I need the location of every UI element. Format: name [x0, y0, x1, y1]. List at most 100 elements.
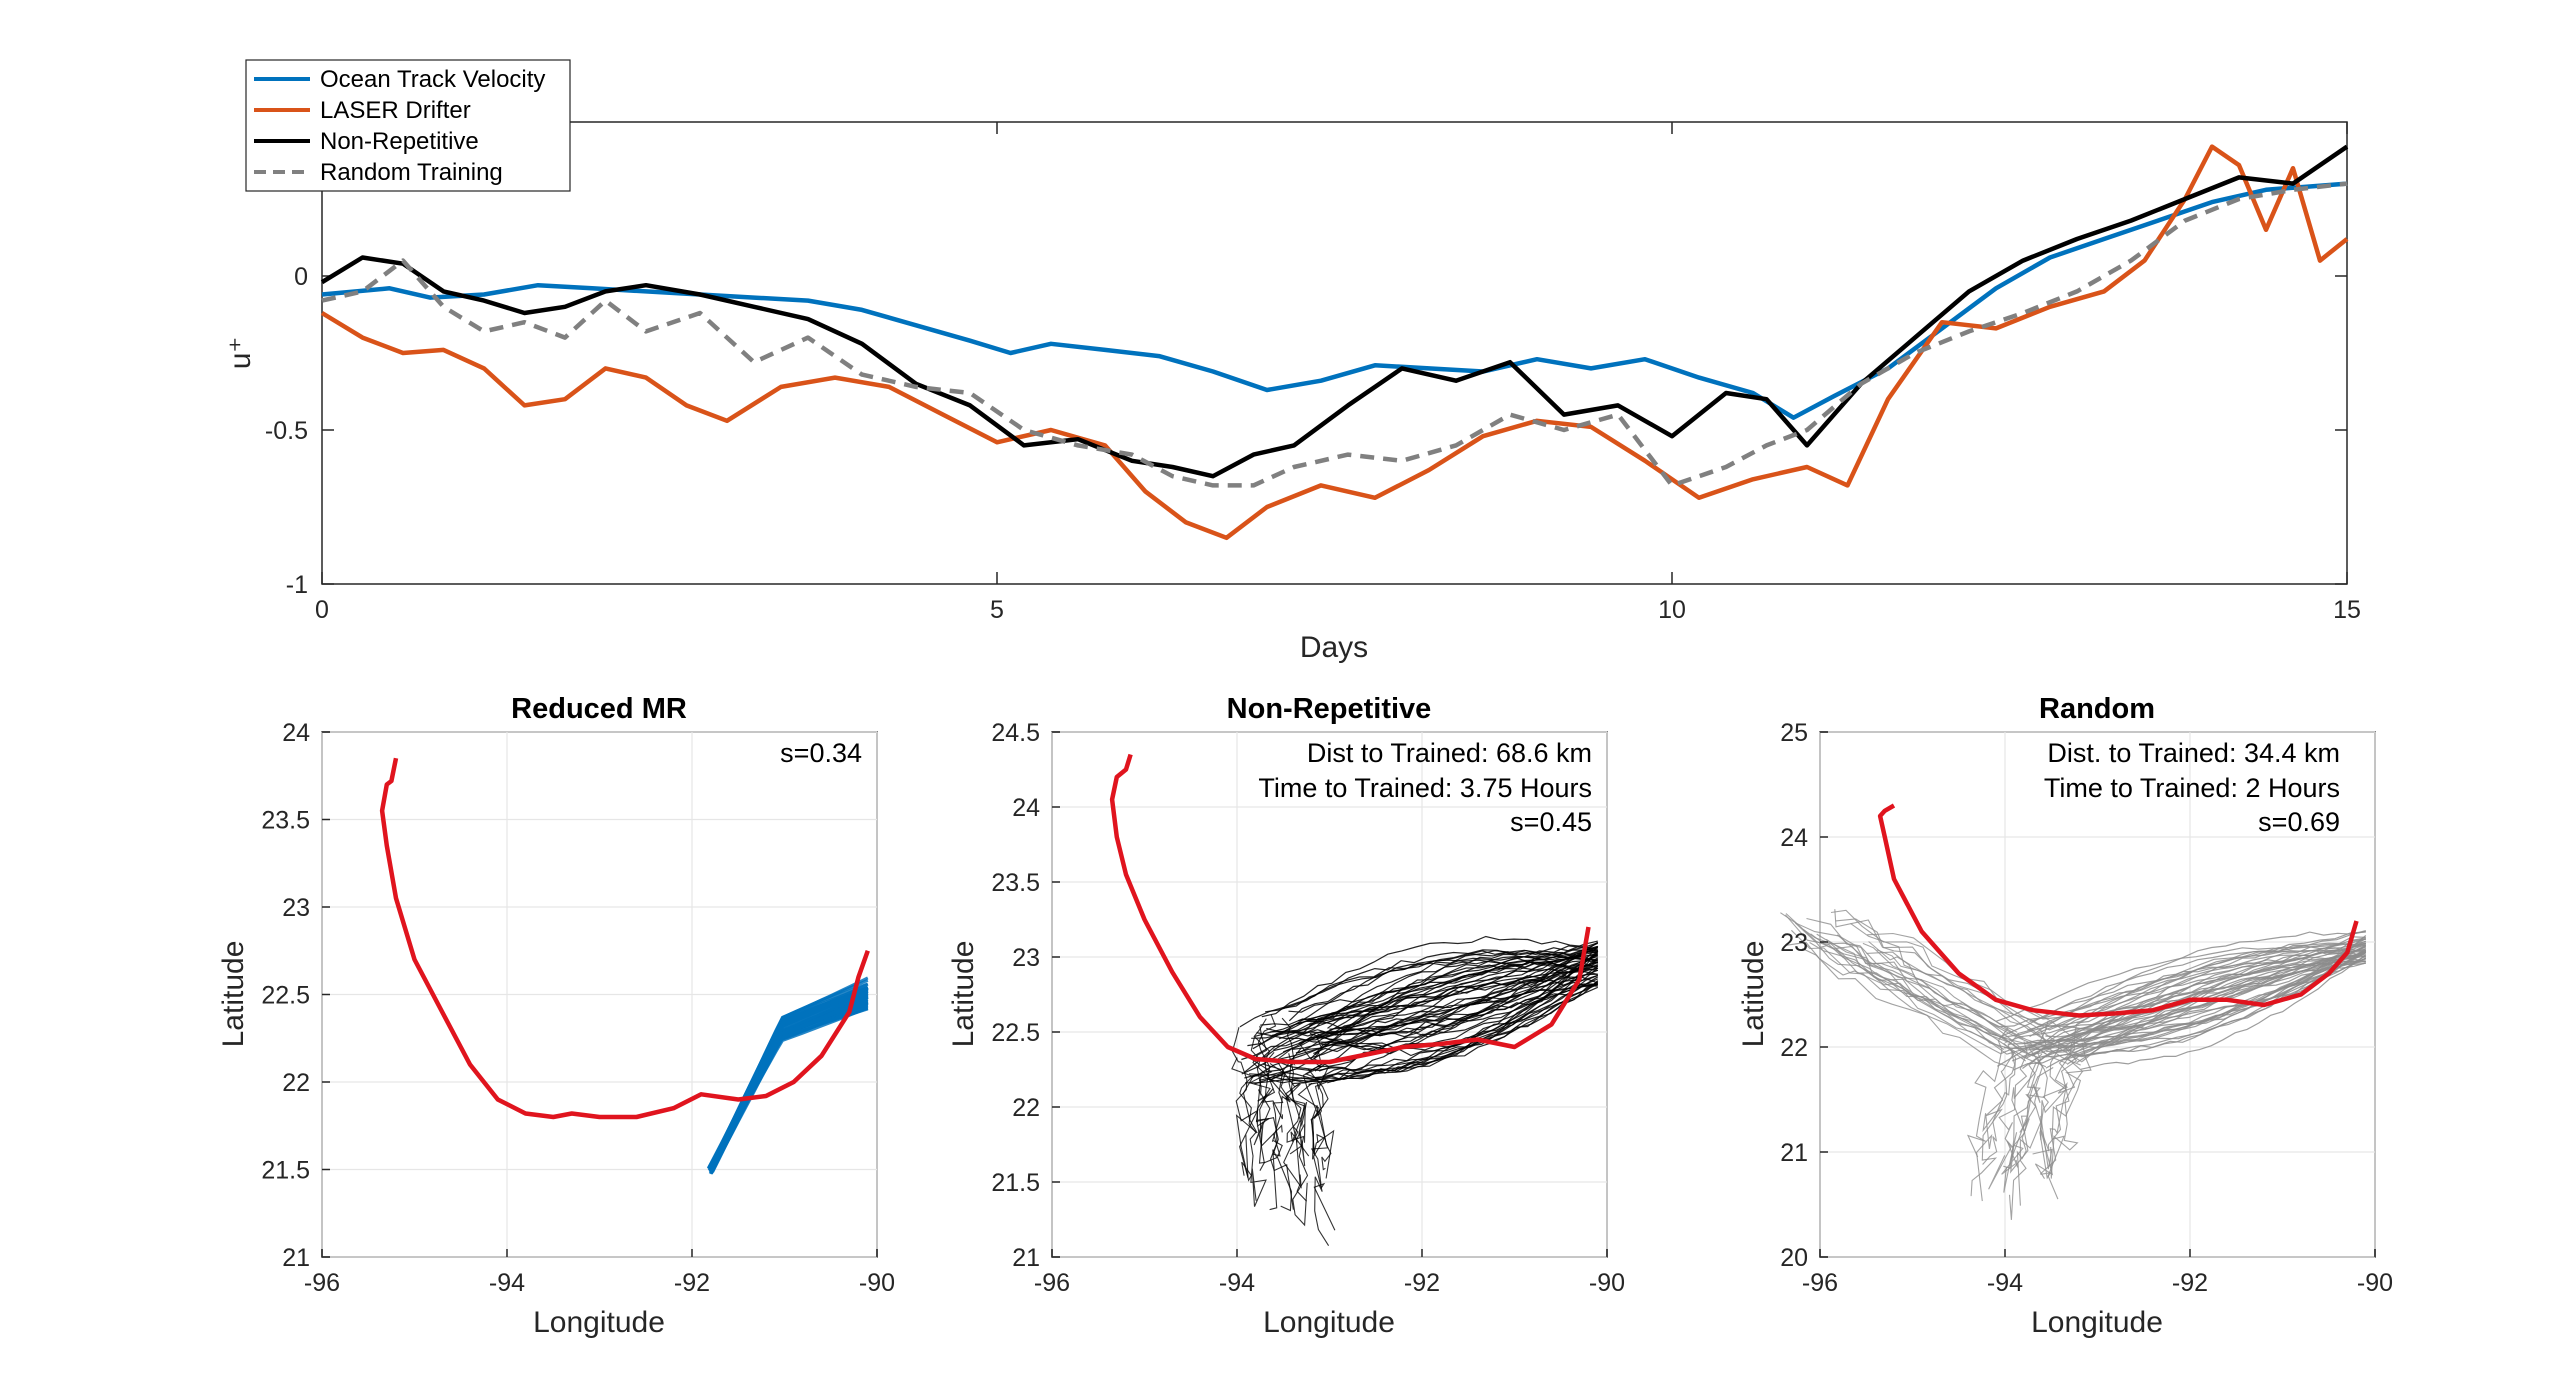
non-repetitive-ensemble-trajectory [1261, 935, 1598, 1018]
non-repetitive-x-tick-label: -94 [1219, 1269, 1255, 1297]
non-repetitive-y-tick-label: 22 [1012, 1094, 1040, 1122]
random-ensemble-trajectory [2029, 930, 2366, 1038]
random-annotation-0: Dist. to Trained: 34.4 km [2047, 738, 2340, 768]
random-ensemble-trajectory [2023, 943, 2367, 1044]
velocity-x-tick-label: 0 [315, 596, 329, 624]
random-ensemble-trajectory [2066, 940, 2366, 1038]
reduced-mr-y-tick-label: 22.5 [261, 982, 310, 1010]
random-ensemble-trajectory [2038, 952, 2367, 1030]
random-ensemble-trajectory [2076, 959, 2366, 1024]
random-ensemble-west [1786, 941, 2001, 1054]
non-repetitive-title: Non-Repetitive [1227, 693, 1432, 725]
non-repetitive-axes: -96 -94 -92 -90 21 21.5 22 22.5 23 23.5 24 24.5 Non… [947, 693, 1625, 1339]
velocity-y-tick-label: -0.5 [265, 417, 308, 445]
non-repetitive-ensemble-trajectory [1308, 961, 1598, 1026]
random-ensemble-tail [2047, 1032, 2088, 1200]
legend: Ocean Track Velocity LASER Drifter Non-R… [245, 59, 571, 192]
reduced-mr-drifter-track [379, 757, 870, 1120]
random-ensemble-trajectory [2080, 954, 2367, 1070]
non-repetitive-y-tick-label: 21.5 [991, 1169, 1040, 1197]
reduced-mr-y-tick-label: 21 [282, 1244, 310, 1272]
non-repetitive-ensemble-trajectory [1252, 949, 1599, 1050]
non-repetitive-ensemble-trajectory [1239, 959, 1599, 1028]
reduced-mr-x-label: Longitude [533, 1306, 665, 1339]
non-repetitive-ensemble-trajectory [1323, 979, 1598, 1020]
series-ocean-track-velocity [321, 181, 2348, 420]
non-repetitive-ensemble-trajectory [1298, 961, 1598, 1044]
random-ensemble-tail [1976, 1042, 2015, 1202]
random-x-tick-label: -90 [2357, 1269, 2393, 1297]
non-repetitive-ensemble-trajectory [1241, 946, 1598, 1075]
non-repetitive-ensemble-trajectory [1288, 950, 1598, 1022]
non-repetitive-ensemble-tail [1307, 1068, 1336, 1231]
random-ensemble-tail [2034, 1047, 2078, 1179]
random-x-tick-label: -94 [1987, 1269, 2023, 1297]
reduced-mr-x-tick-label: -92 [674, 1269, 710, 1297]
velocity-series [320, 144, 2349, 541]
velocity-y-tick-label: -1 [286, 571, 308, 599]
non-repetitive-ensemble-trajectory [1314, 951, 1598, 1056]
non-repetitive-y-tick-label: 23 [1012, 944, 1040, 972]
non-repetitive-ensemble-trajectory [1241, 984, 1598, 1061]
legend-random-label: Random Training [320, 159, 503, 186]
random-ensemble-tail [1982, 1033, 2020, 1165]
random-y-tick-label: 21 [1780, 1139, 1808, 1167]
velocity-ticks: 0 5 10 15 -1 -0.5 0 [265, 122, 2361, 624]
reduced-mr-y-tick-label: 22 [282, 1069, 310, 1097]
non-repetitive-ensemble-tail [1281, 1017, 1310, 1157]
random-ensemble-west [1834, 909, 2040, 1026]
non-repetitive-x-tick-label: -96 [1034, 1269, 1070, 1297]
random-x-tick-label: -96 [1802, 1269, 1838, 1297]
non-repetitive-ensemble-trajectory [1258, 967, 1599, 1081]
non-repetitive-annotation-1: Time to Trained: 3.75 Hours [1258, 773, 1592, 803]
non-repetitive-x-tick-label: -92 [1404, 1269, 1440, 1297]
random-y-tick-label: 22 [1780, 1034, 1808, 1062]
legend-nonrep-label: Non-Repetitive [320, 128, 479, 155]
legend-box [245, 59, 571, 192]
random-title: Random [2039, 693, 2155, 725]
reduced-mr-y-tick-label: 21.5 [261, 1157, 310, 1185]
reduced-mr-y-tick-label: 23 [282, 894, 310, 922]
random-annotation-2: s=0.69 [2258, 807, 2340, 837]
non-repetitive-ensemble [1231, 935, 1599, 1246]
random-ensemble-trajectory [1995, 945, 2366, 1022]
non-repetitive-ensemble-tail [1257, 1014, 1283, 1120]
non-repetitive-ensemble-tail [1312, 1035, 1335, 1179]
random-ensemble-tail [2039, 1041, 2073, 1180]
random-ensemble-trajectory [2048, 957, 2366, 1031]
non-repetitive-ensemble-trajectory [1318, 964, 1599, 1072]
velocity-plot-area [321, 121, 2348, 585]
random-ticks: -96 -94 -92 -90 20 21 22 23 24 25 [1780, 719, 2393, 1297]
non-repetitive-ensemble-tail [1297, 1082, 1330, 1246]
non-repetitive-y-tick-label: 23.5 [991, 869, 1040, 897]
random-ensemble-tail [2003, 1020, 2049, 1169]
random-ensemble-trajectory [2046, 950, 2367, 1053]
random-ensemble-west [1809, 942, 2027, 1062]
random-y-tick-label: 24 [1780, 824, 1808, 852]
random-ensemble-west [1836, 934, 2047, 1055]
random-ensemble-trajectory [2003, 945, 2367, 1050]
non-repetitive-ensemble-tail [1239, 1075, 1267, 1207]
non-repetitive-y-tick-label: 24 [1012, 794, 1040, 822]
non-repetitive-ensemble-tail [1284, 1082, 1309, 1227]
random-ensemble-west [1810, 933, 2024, 1040]
reduced-mr-ensemble-trajectory [706, 998, 869, 1170]
random-y-tick-label: 25 [1780, 719, 1808, 747]
velocity-x-tick-label: 5 [990, 596, 1004, 624]
non-repetitive-annotation-0: Dist to Trained: 68.6 km [1307, 738, 1592, 768]
random-ensemble-tail [2001, 1061, 2041, 1175]
reduced-mr-y-tick-label: 24 [282, 719, 310, 747]
non-repetitive-ensemble-trajectory [1295, 956, 1598, 1054]
random-ensemble-tail [2032, 1038, 2067, 1170]
random-ensemble-tail [1988, 1041, 2028, 1190]
non-repetitive-ensemble-trajectory [1247, 942, 1598, 1047]
random-grid [1819, 731, 2376, 1258]
reduced-mr-x-tick-label: -94 [489, 1269, 525, 1297]
random-ensemble-trajectory [2011, 942, 2366, 1062]
non-repetitive-y-tick-label: 21 [1012, 1244, 1040, 1272]
random-y-tick-label: 20 [1780, 1244, 1808, 1272]
random-ensemble [1780, 909, 2367, 1220]
non-repetitive-ticks: -96 -94 -92 -90 21 21.5 22 22.5 23 23.5 24 24.5 [991, 719, 1625, 1297]
random-ensemble-trajectory [2029, 955, 2366, 1023]
